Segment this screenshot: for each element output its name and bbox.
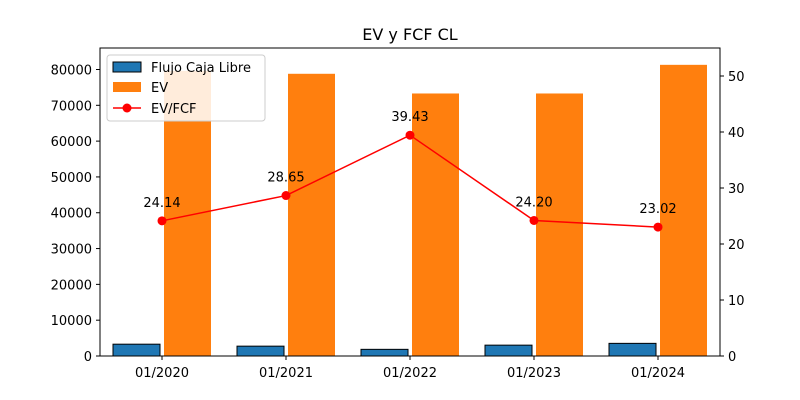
legend-swatch-marker-ev-fcf: [122, 103, 132, 113]
data-label-ev-fcf-2: 39.43: [391, 110, 428, 125]
data-label-ev-fcf-0: 24.14: [143, 196, 180, 211]
x-tick-label-4: 01/2024: [631, 366, 685, 381]
y-right-tick-label-2: 20: [728, 238, 745, 253]
legend-box: [106, 54, 266, 122]
data-label-ev-fcf-4: 23.02: [639, 202, 676, 217]
y-left-tick-label-8: 80000: [51, 63, 92, 78]
y-left-tick-label-2: 20000: [51, 278, 92, 293]
point-ev-fcf-3: [529, 215, 539, 225]
y-left-tick-label-0: 0: [84, 350, 92, 365]
bar-ev-2: [412, 93, 459, 357]
point-ev-fcf-0: [157, 216, 167, 226]
y-right-tick-label-0: 0: [728, 350, 736, 365]
bar-flujo-caja-libre-1: [236, 345, 285, 357]
legend-label-1: EV: [151, 81, 168, 96]
bar-ev-3: [536, 93, 583, 357]
bar-flujo-caja-libre-0: [112, 343, 161, 357]
bar-ev-1: [288, 73, 335, 357]
y-left-tick-label-1: 10000: [51, 314, 92, 329]
data-label-ev-fcf-3: 24.20: [515, 195, 552, 210]
legend-label-0: Flujo Caja Libre: [151, 61, 251, 76]
y-right-tick-label-5: 50: [728, 70, 745, 85]
legend: Flujo Caja Libre EV EV/FCF: [106, 54, 266, 122]
bar-flujo-caja-libre-3: [484, 344, 533, 357]
point-ev-fcf-2: [405, 130, 415, 140]
y-right-tick-label-1: 10: [728, 294, 745, 309]
bar-ev-4: [660, 64, 707, 357]
bar-flujo-caja-libre-2: [360, 348, 409, 357]
y-right-tick-label-3: 30: [728, 182, 745, 197]
data-label-ev-fcf-1: 28.65: [267, 171, 304, 186]
legend-label-2: EV/FCF: [151, 102, 197, 117]
y-left-tick-label-7: 70000: [51, 99, 92, 114]
x-tick-label-2: 01/2022: [383, 366, 437, 381]
legend-swatch-ev: [113, 82, 141, 92]
y-left-tick-label-3: 30000: [51, 243, 92, 258]
point-ev-fcf-1: [281, 191, 291, 201]
chart-title: EV y FCF CL: [362, 25, 458, 44]
plot-area: 0 10000 20000 30000 40000 50000 60000 70000 8000…: [51, 47, 745, 381]
y-left-tick-label-6: 60000: [51, 135, 92, 150]
x-tick-label-1: 01/2021: [259, 366, 313, 381]
legend-swatch-flujo-caja-libre: [112, 61, 142, 73]
y-right-tick-label-4: 40: [728, 126, 745, 141]
point-ev-fcf-4: [653, 222, 663, 232]
x-tick-label-3: 01/2023: [507, 366, 561, 381]
y-left-tick-label-5: 50000: [51, 171, 92, 186]
bar-flujo-caja-libre-4: [608, 342, 657, 357]
x-tick-label-0: 01/2020: [135, 366, 189, 381]
y-left-tick-label-4: 40000: [51, 207, 92, 222]
